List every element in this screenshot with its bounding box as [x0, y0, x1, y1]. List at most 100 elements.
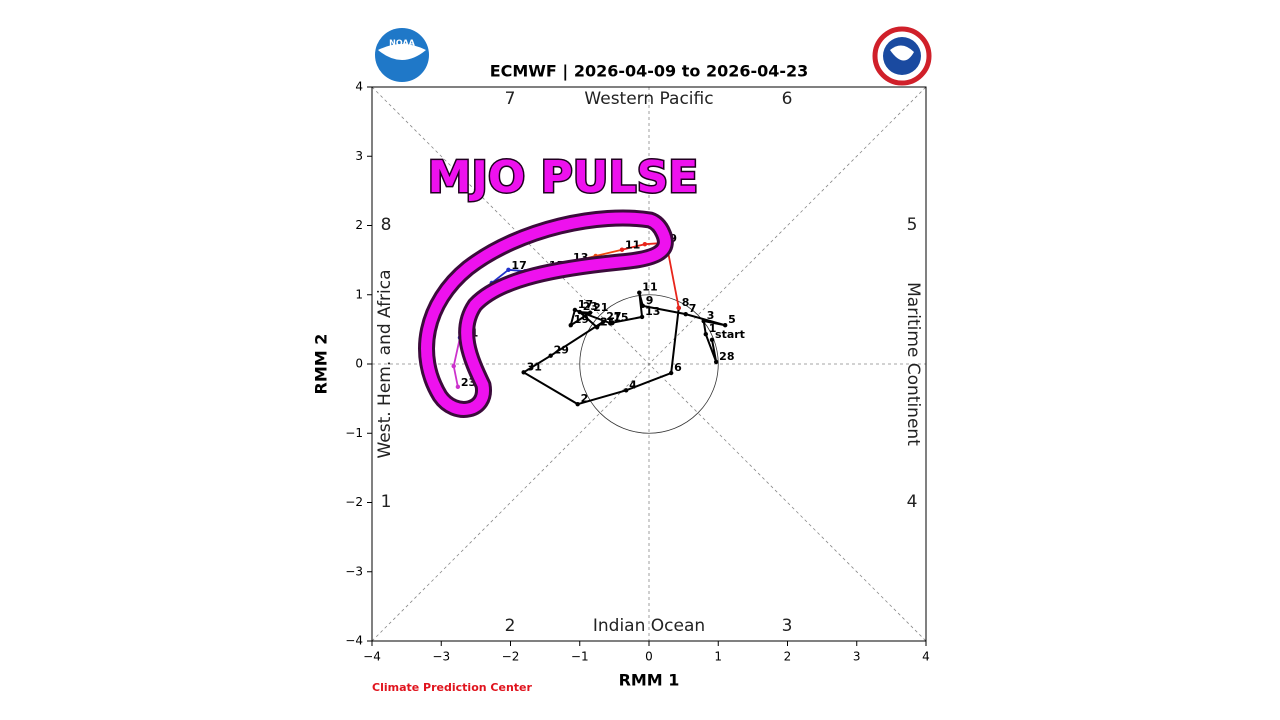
forecast-point: [642, 241, 648, 247]
x-tick-label: −2: [502, 650, 520, 664]
observed-line: [521, 292, 726, 406]
logo-text: NOAA: [389, 39, 415, 48]
x-tick-label: 0: [645, 650, 653, 664]
forecast-point: [619, 247, 625, 252]
chart-title: ECMWF | 2026-04-09 to 2026-04-23: [490, 62, 809, 82]
point-label: 21: [593, 301, 608, 314]
forecast-point: [455, 384, 461, 390]
point-label: 29: [554, 344, 569, 357]
observed-point: [548, 353, 553, 358]
phase-label: Western Pacific: [584, 89, 713, 109]
x-tick-label: −1: [571, 650, 589, 664]
observed-point: [521, 370, 526, 375]
x-tick-label: −3: [432, 650, 450, 664]
forecast-segment: [491, 269, 509, 284]
point-label: 11: [625, 239, 640, 252]
point-label: 17: [578, 298, 593, 311]
annotation: MJO PULSE: [428, 152, 699, 203]
x-tick-label: 3: [853, 650, 861, 664]
point-label: 3: [707, 309, 715, 322]
point-label: 6: [674, 361, 682, 374]
observed-point: [639, 314, 645, 320]
point-label: 4: [629, 378, 637, 391]
forecast-point: [451, 363, 456, 369]
point-label: 23: [583, 300, 598, 313]
observed-point: [577, 309, 582, 315]
point-label: 17: [511, 259, 526, 272]
forecast-segment: [595, 248, 623, 257]
point-label: 5: [728, 313, 736, 326]
x-tick-label: −4: [363, 650, 381, 664]
y-tick-label: 4: [355, 80, 363, 94]
forecast-segment: [621, 243, 646, 251]
phase-label: 2: [505, 616, 516, 636]
observed-point: [637, 290, 642, 295]
point-label: 13: [645, 305, 660, 318]
phase-label: Maritime Continent: [903, 282, 923, 446]
observed-point: [640, 303, 645, 309]
phase-label: 3: [782, 616, 793, 636]
observed-point: [623, 388, 629, 393]
pulse-highlight: [418, 209, 674, 418]
observed-point: [703, 332, 708, 337]
y-tick-label: −1: [345, 426, 363, 440]
point-label: 15: [613, 311, 628, 324]
observed-point: [575, 401, 580, 407]
observed-point: [601, 319, 606, 324]
y-tick-label: 0: [355, 357, 363, 371]
point-label: 7: [689, 302, 697, 315]
point-label: 25: [600, 315, 615, 328]
observed-point: [668, 370, 674, 376]
y-tick-label: −2: [345, 495, 363, 509]
forecast-point: [676, 305, 681, 311]
forecast-point: [506, 267, 511, 273]
phase-label: West. Hem. and Africa: [375, 269, 395, 458]
observed-point: [594, 325, 600, 330]
point-label: 9: [646, 294, 654, 307]
y-tick-label: 1: [355, 287, 363, 301]
point-label: start: [715, 328, 745, 341]
phase-label: 5: [907, 215, 918, 235]
observed-point: [568, 323, 573, 328]
point-label: 19: [574, 313, 589, 326]
observed-point: [587, 310, 593, 315]
nws-logo: [872, 26, 932, 86]
point-label: 2: [581, 392, 589, 405]
phase-label: 1: [381, 492, 392, 512]
x-axis-label: RMM 1: [619, 671, 680, 690]
phase-label: Indian Ocean: [593, 616, 705, 636]
source: Climate Prediction Center: [372, 681, 532, 694]
amplitude-circle: [579, 294, 719, 434]
observed-point: [713, 359, 719, 365]
y-axis-label: RMM 2: [312, 334, 331, 395]
point-label: 1: [709, 322, 717, 335]
y-tick-label: 3: [355, 149, 363, 163]
observed-point: [608, 320, 613, 326]
y-tick-label: 2: [355, 218, 363, 232]
noaa-logo: NOAA: [375, 28, 429, 82]
y-tick-label: −4: [345, 634, 363, 648]
observed-point: [701, 318, 706, 324]
phase-label: 7: [505, 89, 516, 109]
forecast-segment: [452, 365, 459, 388]
point-label: 8: [682, 296, 690, 309]
x-tick-label: 2: [784, 650, 792, 664]
phase-label: 6: [782, 89, 793, 109]
phase-label: 4: [907, 492, 918, 512]
x-tick-label: 1: [714, 650, 722, 664]
x-tick-label: 4: [922, 650, 930, 664]
point-label: 11: [642, 281, 657, 294]
phase-label: 8: [381, 215, 392, 235]
phase-labels: 7 Western Pacific 6 8 5 West. Hem. and A…: [375, 89, 923, 636]
observed-point: [683, 311, 688, 317]
point-label: 28: [719, 350, 734, 363]
y-tick-label: −3: [345, 564, 363, 578]
observed-point: [572, 307, 578, 313]
observed-point: [709, 337, 715, 342]
point-label: 31: [527, 360, 542, 373]
observed-point: [722, 323, 728, 328]
point-label: 27: [606, 310, 621, 323]
